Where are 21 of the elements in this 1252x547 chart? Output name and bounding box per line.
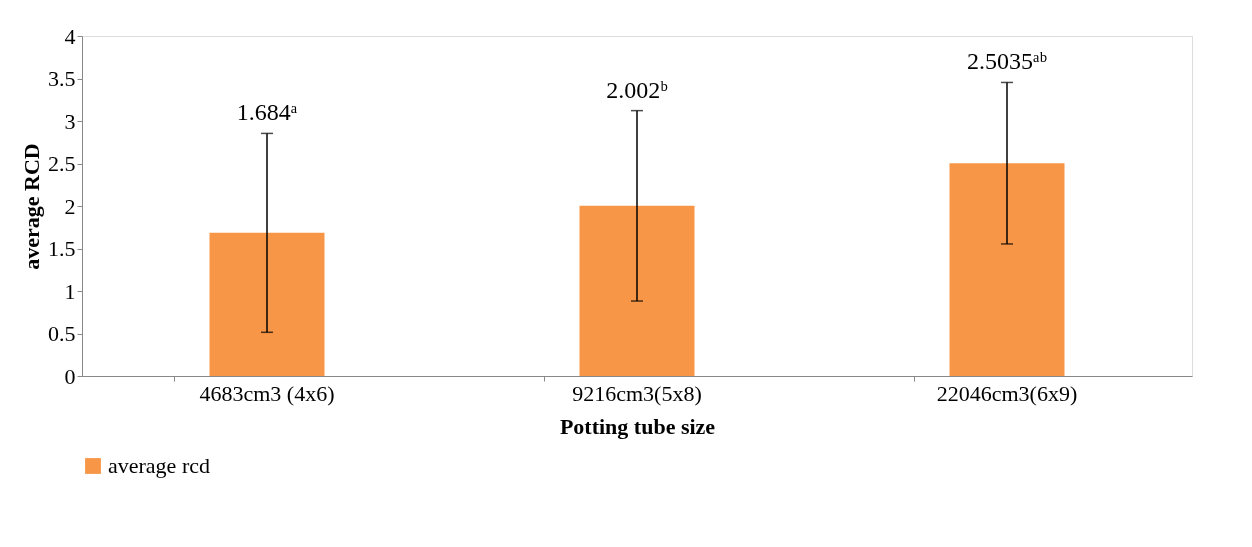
x-tick-label: 9216cm3(5x8) <box>572 380 702 406</box>
y-axis-title: average RCD <box>19 143 44 270</box>
y-tick-label: 0.5 <box>48 321 76 346</box>
bar <box>579 205 695 376</box>
x-axis-title: Potting tube size <box>559 413 716 439</box>
y-tick-label: 3.5 <box>48 66 76 91</box>
y-tick-label: 3 <box>64 108 76 134</box>
y-tick-label: 2 <box>64 193 76 219</box>
text: 2.002ᵇ <box>606 76 668 103</box>
bar <box>949 163 1065 376</box>
y-tick-label: 1 <box>64 278 76 304</box>
x-tick-label: 4683cm3 (4x6) <box>199 380 335 406</box>
text: 2.5035ᵃᵇ <box>967 48 1047 75</box>
text: 1.684ᵃ <box>236 99 298 126</box>
bar <box>209 232 325 376</box>
legend-label: average rcd <box>108 453 210 478</box>
y-tick-label: 1.5 <box>48 236 76 261</box>
y-tick-label: 0 <box>64 363 76 389</box>
y-tick-label: 2.5 <box>48 151 76 176</box>
y-tick-label: 4 <box>64 23 76 49</box>
x-tick-label: 22046cm3(6x9) <box>936 380 1078 406</box>
